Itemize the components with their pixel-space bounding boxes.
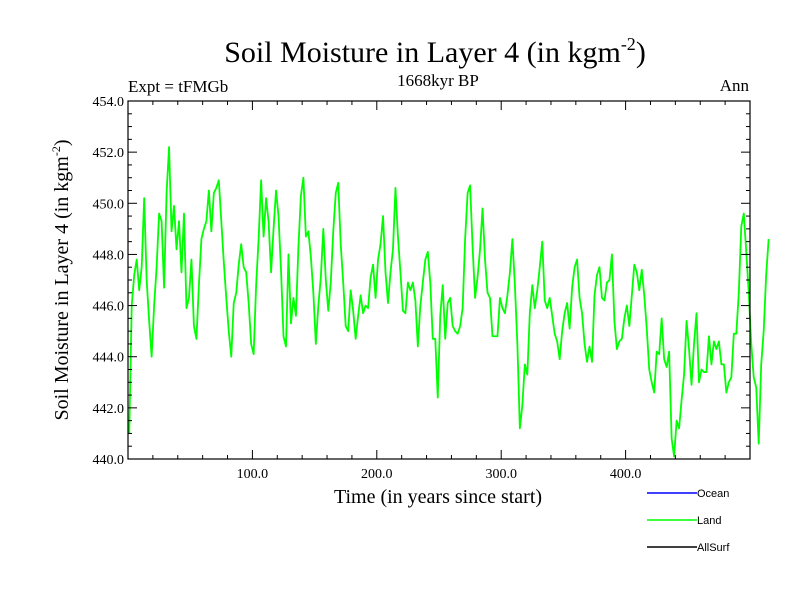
y-tick-label: 440.0 <box>93 453 125 468</box>
plot-frame <box>127 100 751 460</box>
y-tick-label: 450.0 <box>93 197 125 212</box>
subtitle-left: Expt = tFMGb <box>128 77 228 96</box>
y-tick-label: 446.0 <box>93 300 125 315</box>
subtitle-center: 1668kyr BP <box>397 71 479 90</box>
y-tick-label: 444.0 <box>93 351 125 366</box>
legend-label-allsurf: AllSurf <box>697 542 730 554</box>
legend: Ocean Land AllSurf <box>647 488 730 554</box>
data-series-group <box>128 146 770 458</box>
axis-ticks-group: 100.0 200.0 300.0 400.0 440.0 442.0 444.0 446.0… <box>93 95 750 482</box>
x-tick-label: 400.0 <box>610 467 642 482</box>
legend-label-land: Land <box>697 515 721 527</box>
x-axis-label: Time (in years since start) <box>334 486 542 508</box>
y-tick-label: 452.0 <box>93 146 125 161</box>
x-tick-label: 300.0 <box>485 467 517 482</box>
x-tick-label: 100.0 <box>237 467 269 482</box>
y-axis-label: Soil Moisture in Layer 4 (in kgm-2) <box>49 139 73 420</box>
series-line-land <box>128 146 770 458</box>
legend-label-ocean: Ocean <box>697 488 729 500</box>
y-tick-label: 442.0 <box>93 402 125 417</box>
x-tick-label: 200.0 <box>361 467 393 482</box>
y-tick-label: 448.0 <box>93 248 125 263</box>
subtitle-right: Ann <box>720 76 750 95</box>
chart-title: Soil Moisture in Layer 4 (in kgm-2) <box>224 34 646 69</box>
y-tick-label: 454.0 <box>93 95 125 110</box>
